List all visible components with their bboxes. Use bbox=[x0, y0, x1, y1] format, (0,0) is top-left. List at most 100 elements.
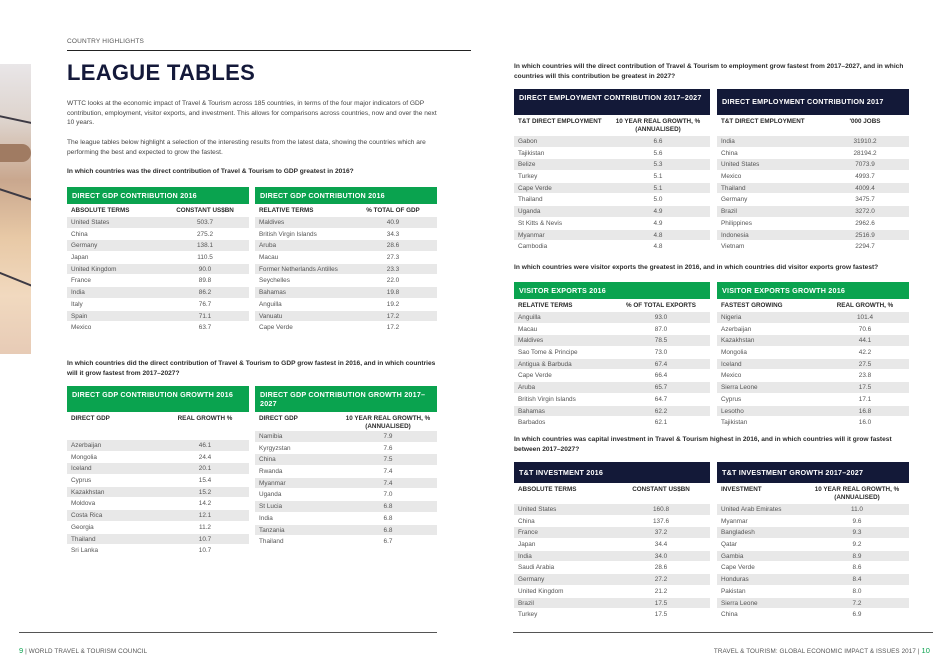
country-name: Cape Verde bbox=[721, 564, 755, 572]
country-name: Myanmar bbox=[721, 517, 748, 525]
country-name: Sierra Leone bbox=[721, 384, 758, 392]
footer-left: 9 | WORLD TRAVEL & TOURISM COUNCIL bbox=[19, 646, 147, 655]
table-investment-growth: T&T INVESTMENT GROWTH 2017–2027 INVESTME… bbox=[717, 462, 909, 621]
country-name: Honduras bbox=[721, 576, 749, 584]
table-row: Thailand 5.0 bbox=[514, 194, 710, 207]
country-name: Mexico bbox=[71, 324, 92, 332]
table-row: Georgia 11.2 bbox=[67, 522, 249, 534]
country-name: Cyprus bbox=[71, 477, 92, 485]
wire-decoration bbox=[0, 114, 31, 126]
country-name: Lesotho bbox=[721, 407, 744, 415]
table-row: China 28194.2 bbox=[717, 148, 909, 160]
value-cell: 160.8 bbox=[653, 506, 669, 513]
country-name: Mongolia bbox=[721, 349, 747, 357]
country-name: Maldives bbox=[518, 337, 544, 345]
value-cell: 7.2 bbox=[852, 599, 862, 607]
country-name: Azerbaijan bbox=[71, 442, 102, 449]
table-row: Cyprus 15.4 bbox=[67, 475, 249, 487]
value-cell: 17.5 bbox=[654, 599, 668, 607]
country-name: Thailand bbox=[518, 196, 543, 204]
country-name: Gambia bbox=[721, 552, 744, 560]
value-cell: 78.5 bbox=[654, 337, 668, 345]
country-name: British Virgin Islands bbox=[518, 395, 576, 403]
table-row: Costa Rica 12.1 bbox=[67, 510, 249, 522]
value-cell: 9.2 bbox=[852, 541, 862, 549]
value-cell: 19.2 bbox=[386, 300, 400, 308]
country-name: Cape Verde bbox=[518, 184, 552, 192]
table-gdp-growth-2016: DIRECT GDP CONTRIBUTION GROWTH 2016 DIRE… bbox=[67, 386, 249, 557]
table-row: Japan 34.4 bbox=[514, 539, 710, 551]
country-name: Aruba bbox=[259, 242, 277, 250]
country-name: Maldives bbox=[259, 219, 285, 226]
column-header: % TOTAL OF GDP bbox=[366, 207, 420, 214]
table-row: China 275.2 bbox=[67, 229, 249, 241]
table-row: Myanmar 9.6 bbox=[717, 516, 909, 528]
value-cell: 27.2 bbox=[654, 576, 668, 584]
value-cell: 17.5 bbox=[858, 384, 872, 392]
table-row: Mexico 63.7 bbox=[67, 322, 249, 334]
table-investment-2016: T&T INVESTMENT 2016 ABSOLUTE TERMS CONST… bbox=[514, 462, 710, 621]
country-name: Sao Tome & Principe bbox=[518, 349, 578, 357]
country-name: Brazil bbox=[518, 599, 534, 607]
column-header: T&T DIRECT EMPLOYMENT bbox=[518, 118, 602, 125]
country-name: China bbox=[721, 611, 738, 619]
table-row: United States 160.8 bbox=[514, 504, 710, 516]
table-row: Seychelles 22.0 bbox=[255, 275, 437, 288]
country-name: Uganda bbox=[259, 491, 282, 499]
country-name: Japan bbox=[518, 541, 536, 549]
country-name: Italy bbox=[71, 300, 83, 308]
country-name: Philippines bbox=[721, 219, 752, 227]
country-name: St Kitts & Nevis bbox=[518, 219, 563, 227]
country-name: Germany bbox=[721, 196, 748, 204]
country-name: Cape Verde bbox=[518, 372, 552, 380]
value-cell: 7073.9 bbox=[855, 161, 875, 169]
value-cell: 6.9 bbox=[852, 611, 862, 619]
table-visitor-exports-growth: VISITOR EXPORTS GROWTH 2016 FASTEST GROW… bbox=[717, 282, 909, 429]
country-name: Macau bbox=[518, 325, 538, 333]
table-row: United Kingdom 21.2 bbox=[514, 586, 710, 598]
value-cell: 8.0 bbox=[852, 587, 862, 595]
column-header: INVESTMENT bbox=[721, 486, 762, 493]
country-name: Brazil bbox=[721, 208, 737, 216]
value-cell: 65.7 bbox=[654, 384, 668, 392]
value-cell: 8.9 bbox=[852, 552, 862, 560]
column-header: T&T DIRECT EMPLOYMENT bbox=[721, 118, 805, 125]
country-name: Kazakhstan bbox=[721, 337, 755, 345]
value-cell: 7.0 bbox=[383, 491, 393, 499]
value-cell: 34.3 bbox=[386, 230, 400, 238]
country-name: Germany bbox=[518, 576, 545, 584]
table-row: Mexico 4993.7 bbox=[717, 171, 909, 183]
table-row: Aruba 65.7 bbox=[514, 382, 710, 394]
value-cell: 42.2 bbox=[858, 349, 872, 357]
country-name: Cyprus bbox=[721, 395, 742, 403]
table-row: Turkey 17.5 bbox=[514, 609, 710, 621]
value-cell: 7.4 bbox=[383, 479, 393, 487]
value-cell: 17.2 bbox=[386, 312, 400, 320]
footer-publication-title: TRAVEL & TOURISM: GLOBAL ECONOMIC IMPACT… bbox=[713, 648, 916, 655]
table-row: India 86.2 bbox=[67, 287, 249, 299]
table-column-headers: DIRECT GDP 10 YEAR REAL GROWTH, % (ANNUA… bbox=[255, 412, 437, 431]
table-row: Uganda 7.0 bbox=[255, 489, 437, 502]
value-cell: 7.9 bbox=[383, 433, 393, 440]
column-header: REAL GROWTH % bbox=[177, 415, 233, 422]
table-row: Cape Verde 66.4 bbox=[514, 370, 710, 383]
value-cell: 4993.7 bbox=[855, 173, 875, 181]
table-employment-growth: DIRECT EMPLOYMENT CONTRIBUTION 2017–2027… bbox=[514, 89, 710, 253]
value-cell: 70.6 bbox=[858, 325, 872, 333]
table-row: Maldives 40.9 bbox=[255, 217, 437, 229]
country-name: Kyrgyzstan bbox=[259, 444, 291, 452]
table-row: Turkey 5.1 bbox=[514, 171, 710, 183]
table-row: India 6.8 bbox=[255, 513, 437, 525]
value-cell: 2962.6 bbox=[855, 219, 875, 227]
table-row: Rwanda 7.4 bbox=[255, 466, 437, 478]
value-cell: 7.6 bbox=[383, 444, 393, 452]
table-row: Gabon 6.6 bbox=[514, 136, 710, 148]
value-cell: 17.2 bbox=[386, 324, 400, 332]
country-name: Former Netherlands Antilles bbox=[259, 265, 338, 273]
country-name: Turkey bbox=[518, 611, 538, 619]
table-employment-2017: DIRECT EMPLOYMENT CONTRIBUTION 2017 T&T … bbox=[717, 89, 909, 253]
value-cell: 66.4 bbox=[654, 372, 668, 380]
column-header: '000 JOBS bbox=[849, 118, 881, 125]
value-cell: 28194.2 bbox=[853, 149, 877, 157]
question-investment: In which countries was capital investmen… bbox=[514, 436, 892, 453]
